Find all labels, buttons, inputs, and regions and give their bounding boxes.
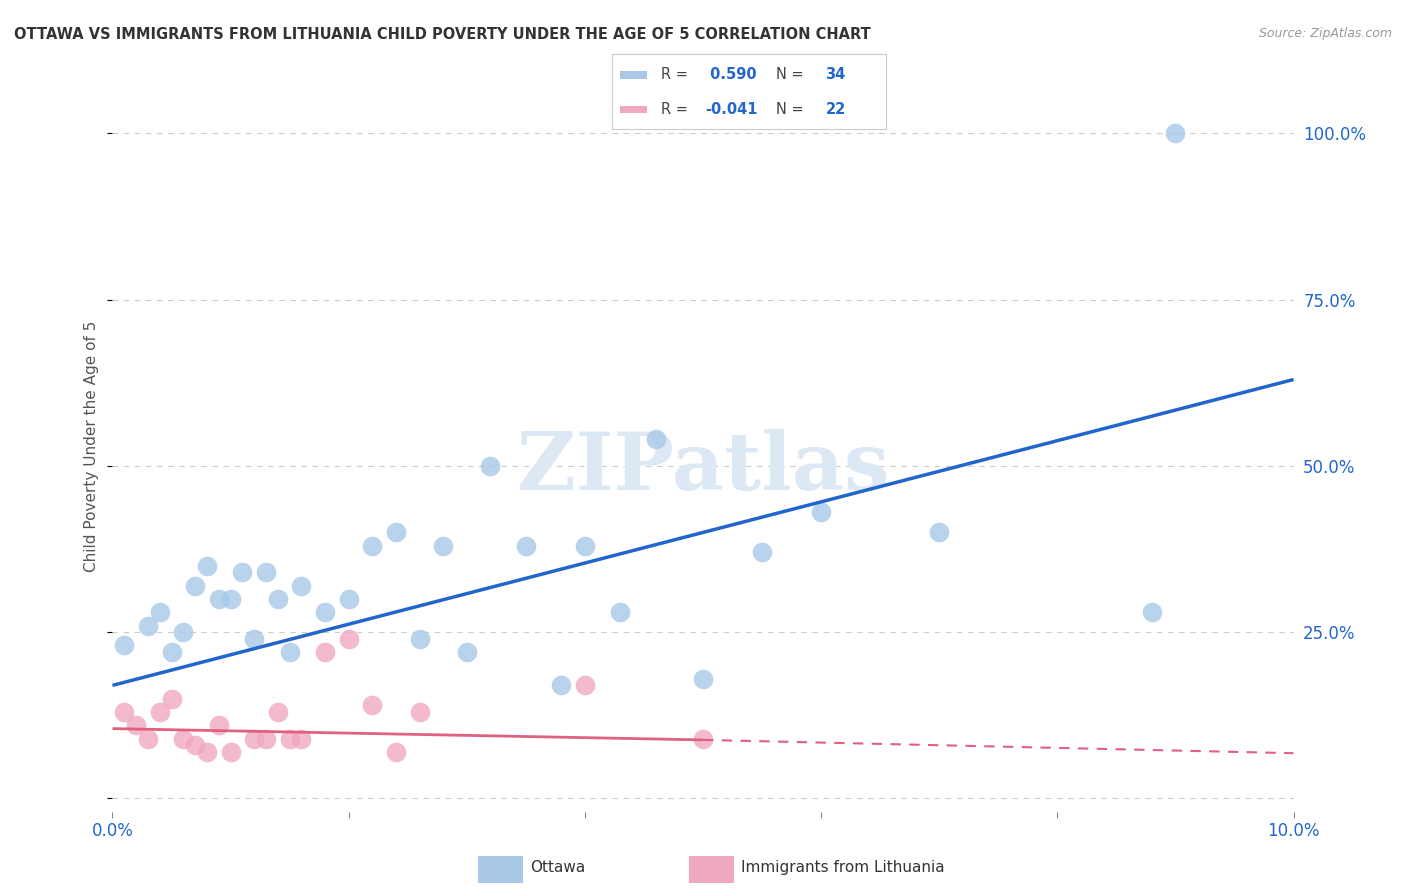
Point: [136, 731, 159, 746]
Text: OTTAWA VS IMMIGRANTS FROM LITHUANIA CHILD POVERTY UNDER THE AGE OF 5 CORRELATION: OTTAWA VS IMMIGRANTS FROM LITHUANIA CHIL…: [14, 27, 870, 42]
Text: ZIPatlas: ZIPatlas: [517, 429, 889, 507]
FancyBboxPatch shape: [620, 71, 647, 78]
Point: [160, 645, 183, 659]
Point: [692, 672, 714, 686]
Point: [337, 632, 360, 646]
Text: 0.590: 0.590: [704, 67, 756, 82]
Point: [408, 632, 430, 646]
Point: [195, 558, 218, 573]
Point: [290, 731, 312, 746]
Point: [112, 639, 135, 653]
Point: [149, 705, 172, 719]
Point: [254, 731, 277, 746]
Point: [172, 625, 194, 640]
Point: [432, 539, 454, 553]
Text: Source: ZipAtlas.com: Source: ZipAtlas.com: [1258, 27, 1392, 40]
FancyBboxPatch shape: [620, 106, 647, 113]
Point: [810, 506, 832, 520]
Point: [385, 745, 408, 759]
Point: [515, 539, 537, 553]
Point: [928, 525, 950, 540]
Point: [361, 539, 384, 553]
Point: [692, 731, 714, 746]
Text: Immigrants from Lithuania: Immigrants from Lithuania: [741, 861, 945, 875]
Point: [1164, 127, 1187, 141]
Point: [314, 645, 336, 659]
Point: [184, 579, 207, 593]
Point: [278, 731, 301, 746]
Point: [479, 458, 502, 473]
Point: [574, 678, 596, 692]
Point: [267, 591, 290, 606]
Point: [408, 705, 430, 719]
Point: [243, 731, 266, 746]
Point: [550, 678, 572, 692]
Text: 34: 34: [825, 67, 846, 82]
Point: [609, 605, 631, 619]
Point: [1140, 605, 1163, 619]
Point: [290, 579, 312, 593]
Point: [243, 632, 266, 646]
Text: -0.041: -0.041: [704, 102, 758, 117]
Point: [751, 545, 773, 559]
Point: [208, 591, 231, 606]
Text: R =: R =: [661, 67, 693, 82]
Point: [112, 705, 135, 719]
Point: [278, 645, 301, 659]
Point: [195, 745, 218, 759]
Point: [219, 591, 242, 606]
Text: N =: N =: [776, 102, 808, 117]
Text: 22: 22: [825, 102, 846, 117]
Point: [314, 605, 336, 619]
Point: [219, 745, 242, 759]
Y-axis label: Child Poverty Under the Age of 5: Child Poverty Under the Age of 5: [84, 320, 100, 572]
Point: [231, 566, 253, 580]
Text: N =: N =: [776, 67, 808, 82]
Point: [184, 738, 207, 752]
Text: Ottawa: Ottawa: [530, 861, 585, 875]
Point: [361, 698, 384, 713]
Point: [136, 618, 159, 632]
Text: R =: R =: [661, 102, 693, 117]
Point: [574, 539, 596, 553]
Point: [644, 433, 666, 447]
Point: [125, 718, 148, 732]
Point: [160, 691, 183, 706]
Point: [254, 566, 277, 580]
Point: [456, 645, 478, 659]
Point: [208, 718, 231, 732]
Point: [149, 605, 172, 619]
Point: [172, 731, 194, 746]
Point: [337, 591, 360, 606]
Point: [267, 705, 290, 719]
Point: [385, 525, 408, 540]
